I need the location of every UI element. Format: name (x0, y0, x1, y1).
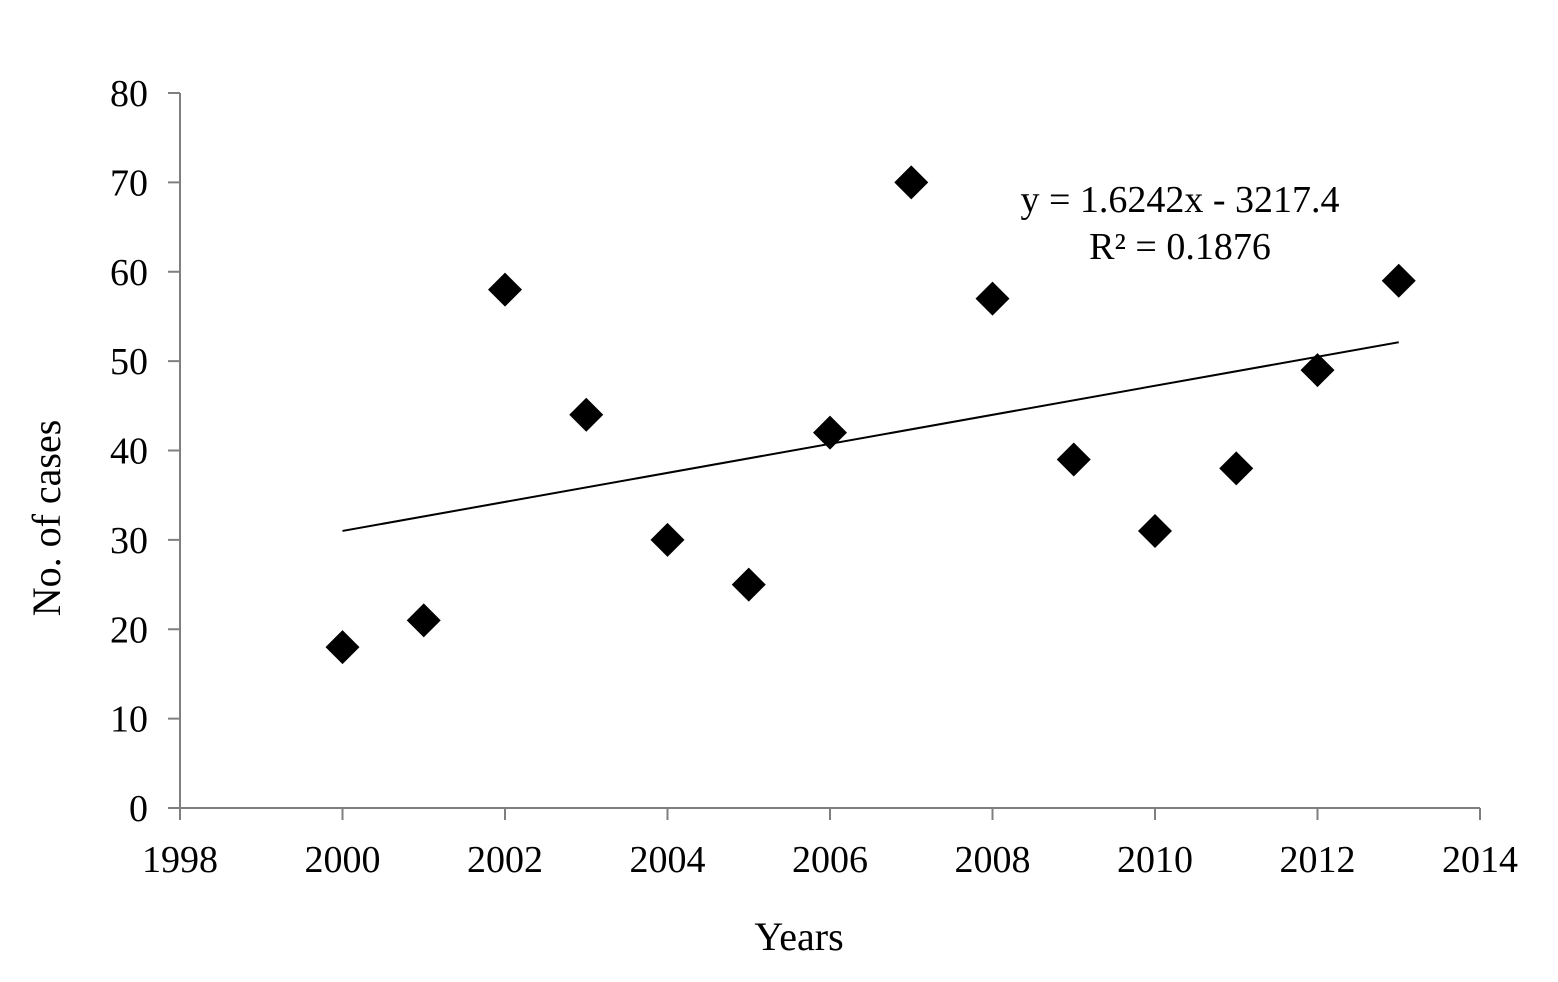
data-point (731, 567, 766, 602)
x-tick-label: 2006 (792, 839, 868, 881)
data-point (1381, 263, 1416, 298)
y-tick-label: 30 (110, 520, 148, 562)
data-point (894, 165, 929, 200)
data-point (569, 397, 604, 432)
data-point (325, 630, 360, 665)
data-point (406, 603, 441, 638)
y-tick-label: 80 (110, 73, 148, 115)
y-tick-label: 0 (129, 788, 148, 830)
trendline-layer (342, 341, 1399, 532)
x-tick-label: 1998 (142, 839, 218, 881)
points-layer (325, 165, 1416, 665)
trendline-r-squared: R² = 0.1876 (1089, 226, 1271, 268)
y-tick-label: 60 (110, 252, 148, 294)
data-point (650, 522, 685, 557)
x-tick-label: 2002 (467, 839, 543, 881)
data-point (1219, 451, 1254, 486)
data-point (1300, 353, 1335, 388)
y-tick-label: 10 (110, 699, 148, 741)
x-axis: 1998 2000 2002 2004 2006 2008 2010 2012 2014 (142, 807, 1518, 881)
trendline-equation: y = 1.6242x - 3217.4 (1020, 179, 1339, 221)
data-point (1138, 513, 1172, 548)
data-point (1056, 442, 1091, 477)
x-tick-label: 2004 (630, 839, 706, 881)
x-tick-label: 2010 (1117, 839, 1193, 881)
x-tick-label: 2008 (955, 839, 1031, 881)
y-axis-title: No. of cases (24, 420, 69, 617)
y-tick-label: 50 (110, 341, 148, 383)
trendline (342, 341, 1399, 532)
x-tick-label: 2012 (1280, 839, 1356, 881)
data-point (488, 272, 522, 307)
y-axis: 0 10 20 30 40 50 60 70 80 (110, 73, 181, 830)
y-tick-label: 20 (110, 609, 148, 651)
y-tick-label: 40 (110, 431, 148, 473)
data-point (975, 281, 1010, 316)
y-tick-label: 70 (110, 162, 148, 204)
x-tick-label: 2000 (305, 839, 381, 881)
x-tick-label: 2014 (1442, 839, 1518, 881)
x-axis-title: Years (754, 914, 843, 959)
data-point (813, 415, 847, 450)
